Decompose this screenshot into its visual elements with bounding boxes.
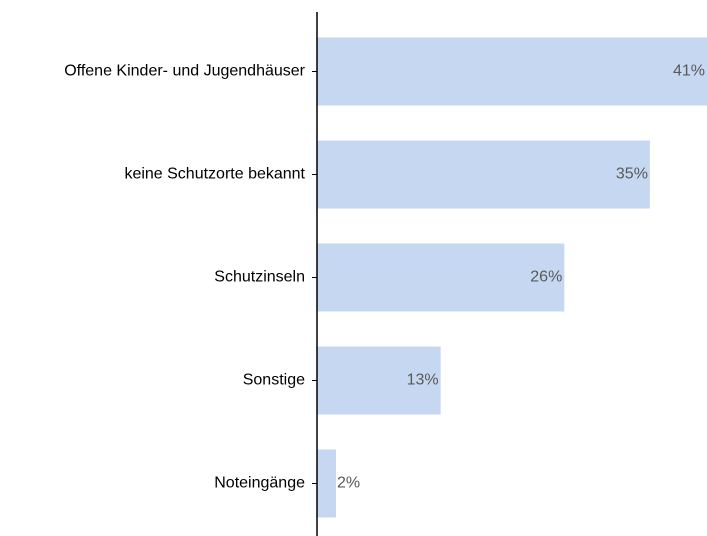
y-tick-label: Noteingänge — [214, 475, 305, 492]
bar — [317, 346, 441, 415]
value-label: 26% — [530, 269, 562, 286]
y-tick-label: keine Schutzorte bekannt — [124, 166, 305, 183]
y-tick-label: Sonstige — [243, 372, 305, 389]
value-label: 13% — [407, 372, 439, 389]
value-label: 35% — [616, 166, 648, 183]
bar — [317, 37, 707, 106]
value-label: 41% — [673, 63, 705, 80]
y-tick-label: Schutzinseln — [214, 269, 305, 286]
bar — [317, 449, 337, 518]
bar — [317, 140, 650, 209]
y-tick-label: Offene Kinder- und Jugendhäuser — [64, 63, 305, 80]
value-label: 2% — [337, 475, 360, 492]
bar — [317, 243, 565, 312]
